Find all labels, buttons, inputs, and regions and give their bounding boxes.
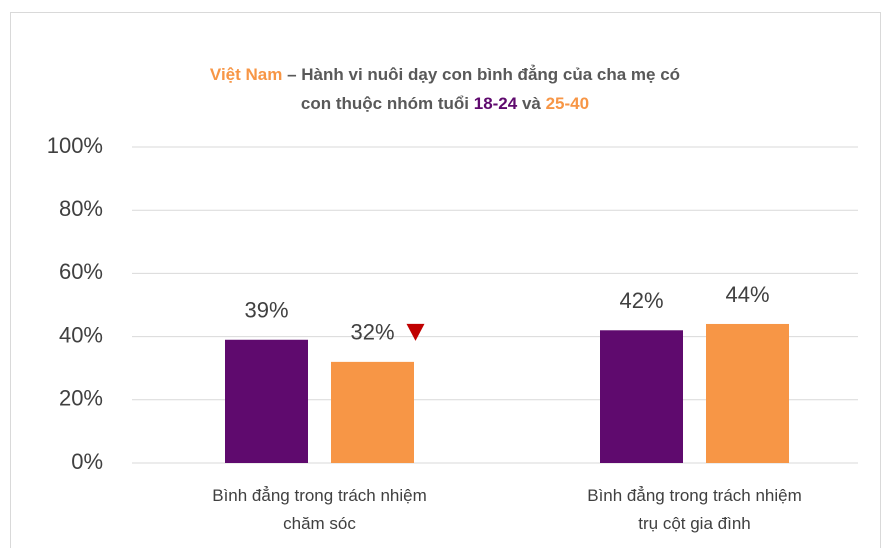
- data-label: 42%: [619, 288, 663, 313]
- bar: [225, 339, 308, 463]
- y-tick-label: 0%: [71, 449, 103, 474]
- title-segment: – Hành vi nuôi dạy con bình đẳng của cha…: [282, 65, 680, 84]
- title-segment: con thuộc nhóm tuổi: [301, 94, 474, 113]
- data-label: 39%: [244, 298, 288, 323]
- x-tick-label: Bình đẳng trong trách nhiệm chăm sóc: [212, 486, 427, 533]
- title-segment: Việt Nam: [210, 65, 282, 84]
- title-segment: 18-24: [474, 94, 518, 113]
- y-tick-label: 80%: [59, 196, 103, 221]
- y-tick-label: 100%: [47, 133, 103, 158]
- bar: [706, 323, 789, 463]
- y-tick-label: 60%: [59, 259, 103, 284]
- chart-frame: [10, 12, 881, 548]
- title-segment: 25-40: [546, 94, 589, 113]
- data-label: 32%: [350, 320, 394, 345]
- bar: [600, 330, 683, 463]
- x-tick-label: Bình đẳng trong trách nhiệm trụ cột gia đ…: [587, 486, 802, 533]
- decrease-marker: [406, 323, 425, 341]
- x-tick-line: Bình đẳng trong trách nhiệm: [212, 486, 427, 505]
- title-segment: và: [517, 94, 545, 113]
- bar: [331, 361, 414, 463]
- y-tick-label: 20%: [59, 386, 103, 411]
- chart-title: Việt Nam – Hành vi nuôi dạy con bình đẳn…: [210, 65, 680, 84]
- x-tick-line: trụ cột gia đình: [638, 514, 750, 533]
- x-tick-line: Bình đẳng trong trách nhiệm: [587, 486, 802, 505]
- x-tick-line: chăm sóc: [283, 514, 356, 533]
- y-tick-label: 40%: [59, 322, 103, 347]
- data-label: 44%: [725, 282, 769, 307]
- chart-title: con thuộc nhóm tuổi 18-24 và 25-40: [301, 94, 589, 113]
